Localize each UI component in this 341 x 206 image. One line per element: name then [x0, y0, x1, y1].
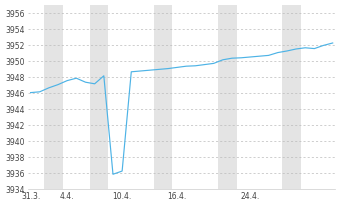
Bar: [154, 6, 173, 189]
Bar: [90, 6, 108, 189]
Bar: [218, 6, 237, 189]
Bar: [44, 6, 63, 189]
Bar: [282, 6, 301, 189]
